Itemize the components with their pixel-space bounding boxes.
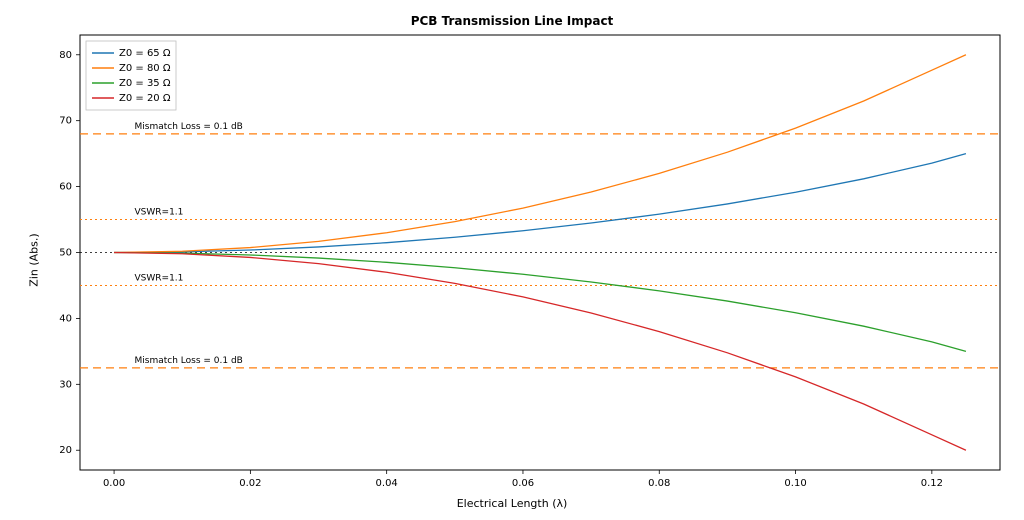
chart-container: PCB Transmission Line Impact Zin (Abs.) … <box>0 0 1024 520</box>
y-axis-label: Zin (Abs.) <box>28 233 41 286</box>
legend-label: Z0 = 35 Ω <box>119 78 171 89</box>
x-axis-label: Electrical Length (λ) <box>0 497 1024 510</box>
x-tick-label: 0.06 <box>512 478 534 489</box>
y-tick-label: 20 <box>59 445 72 456</box>
legend-label: Z0 = 20 Ω <box>119 93 171 104</box>
y-tick-label: 70 <box>59 116 72 127</box>
chart-svg: 0.00 0.02 0.04 0.06 0.08 0.10 0.12 20 30 40 50 60 70… <box>0 0 1024 520</box>
legend-label: Z0 = 65 Ω <box>119 48 171 59</box>
x-tick-label: 0.12 <box>921 478 943 489</box>
y-tick-label: 30 <box>59 379 72 390</box>
x-tick-label: 0.02 <box>239 478 261 489</box>
legend-label: Z0 = 80 Ω <box>119 63 171 74</box>
y-tick-label: 60 <box>59 182 72 193</box>
x-tick-label: 0.10 <box>784 478 806 489</box>
reference-line-label: Mismatch Loss = 0.1 dB <box>135 122 243 132</box>
y-tick-label: 40 <box>59 313 72 324</box>
reference-line-label: VSWR=1.1 <box>135 273 184 283</box>
y-tick-label: 50 <box>59 248 72 259</box>
chart-title: PCB Transmission Line Impact <box>0 14 1024 28</box>
reference-line-label: Mismatch Loss = 0.1 dB <box>135 356 243 366</box>
y-tick-label: 80 <box>59 50 72 61</box>
x-tick-label: 0.08 <box>648 478 670 489</box>
x-tick-label: 0.04 <box>376 478 398 489</box>
reference-line-label: VSWR=1.1 <box>135 208 184 218</box>
x-tick-label: 0.00 <box>103 478 125 489</box>
